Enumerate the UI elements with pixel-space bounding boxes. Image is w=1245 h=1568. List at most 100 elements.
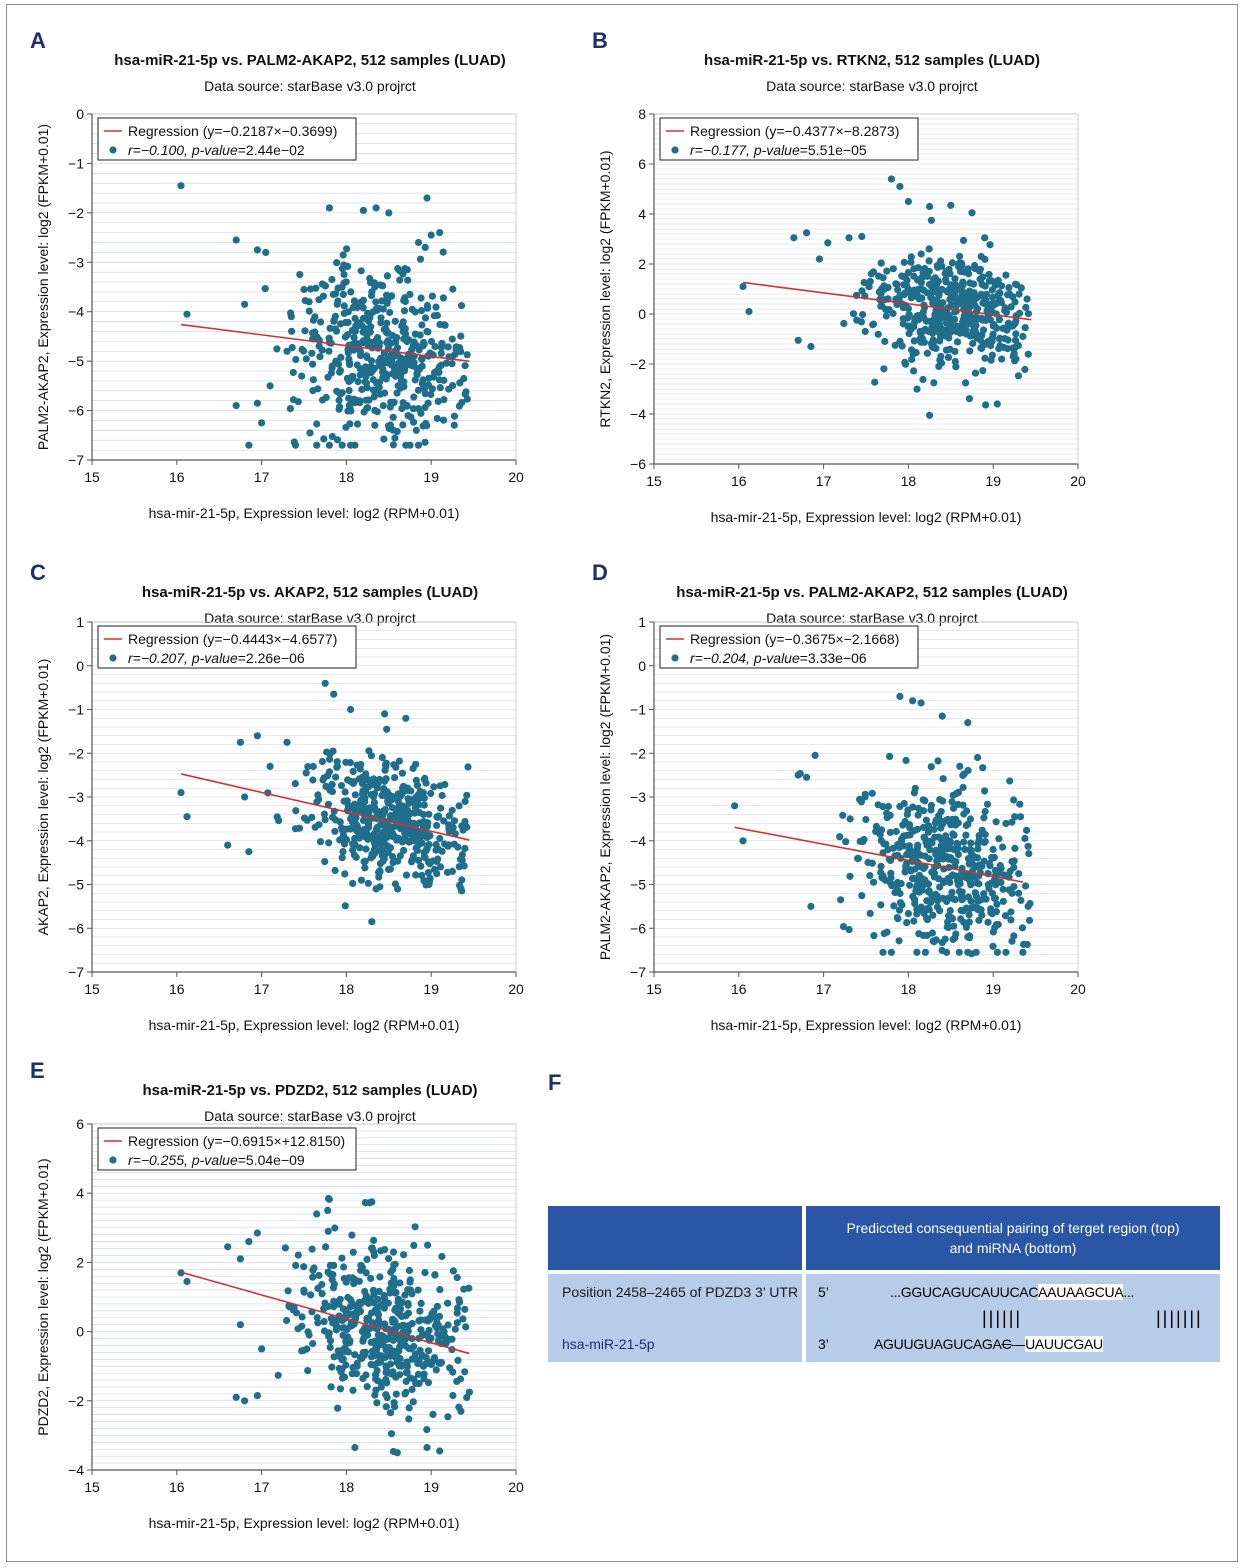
data-point <box>902 360 910 368</box>
data-point <box>933 302 941 310</box>
data-point <box>456 379 464 387</box>
data-point <box>455 802 463 810</box>
x-tick-label: 20 <box>508 1479 524 1495</box>
data-point <box>328 780 336 788</box>
data-point <box>461 1368 469 1376</box>
data-point <box>328 432 336 441</box>
data-point <box>394 1298 402 1306</box>
data-point <box>941 269 949 278</box>
data-point <box>948 888 956 896</box>
data-point <box>363 1255 371 1263</box>
data-point <box>869 320 878 328</box>
data-point <box>355 1308 363 1316</box>
data-point <box>427 231 435 239</box>
y-tick-label: −4 <box>68 1462 84 1478</box>
data-point <box>381 710 389 718</box>
data-point <box>281 1244 289 1252</box>
data-point <box>306 429 314 437</box>
data-point <box>326 1343 334 1351</box>
regression-line <box>180 323 470 363</box>
data-point <box>375 304 383 313</box>
data-point <box>984 918 992 926</box>
x-tick-label: 20 <box>1070 473 1086 489</box>
data-point <box>273 345 281 353</box>
data-point <box>363 1315 371 1323</box>
data-point <box>351 791 359 799</box>
x-tick-label: 17 <box>254 981 270 997</box>
data-point <box>406 1286 415 1294</box>
data-point <box>999 843 1007 851</box>
data-point <box>965 270 973 278</box>
data-point <box>454 843 462 851</box>
data-point <box>353 420 362 428</box>
y-tick-label: −1 <box>68 702 84 718</box>
data-point <box>1012 317 1020 325</box>
data-point <box>731 802 739 810</box>
legend-point-swatch <box>109 146 117 154</box>
data-point <box>916 327 924 335</box>
data-point <box>396 276 404 284</box>
data-point <box>943 845 951 853</box>
data-point <box>351 314 359 322</box>
data-point <box>880 282 888 290</box>
data-points <box>177 679 472 926</box>
x-tick-label: 17 <box>816 981 832 997</box>
data-point <box>322 782 330 790</box>
data-point <box>339 251 347 259</box>
data-point <box>338 389 346 397</box>
data-point <box>921 264 929 273</box>
data-point <box>896 899 905 907</box>
data-point <box>364 879 372 887</box>
data-point <box>866 872 874 880</box>
data-point <box>339 290 347 299</box>
data-point <box>450 412 459 420</box>
y-tick-label: −2 <box>68 1393 84 1409</box>
data-point <box>923 916 931 924</box>
data-point <box>420 1370 428 1378</box>
data-point <box>406 1374 414 1382</box>
data-point <box>991 281 999 289</box>
data-point <box>807 342 815 351</box>
data-point <box>420 338 428 347</box>
data-point <box>404 276 412 284</box>
data-point <box>917 699 925 707</box>
data-point <box>318 1290 326 1298</box>
data-point <box>959 894 968 902</box>
mirna-sequence: AGUUGUAGUCAGAC—UAUUCGAU <box>874 1336 1103 1352</box>
data-point <box>355 1298 363 1306</box>
data-point <box>449 1267 457 1275</box>
data-point <box>463 1393 471 1402</box>
data-point <box>431 1271 439 1279</box>
data-point <box>415 833 423 841</box>
data-point <box>908 355 916 363</box>
x-tick-label: 16 <box>731 473 747 489</box>
data-point <box>395 757 403 765</box>
data-point <box>893 914 901 922</box>
data-point <box>362 1371 370 1379</box>
data-point <box>936 356 944 364</box>
data-point <box>965 911 973 919</box>
data-point <box>894 295 902 303</box>
data-point <box>997 865 1005 873</box>
data-point <box>980 895 988 903</box>
data-point <box>1024 310 1032 318</box>
data-point <box>962 873 970 881</box>
data-point <box>936 907 944 915</box>
data-point <box>362 783 370 791</box>
data-point <box>369 376 377 384</box>
data-point <box>951 275 959 283</box>
data-point <box>389 1283 397 1291</box>
data-point <box>387 398 395 406</box>
y-tick-label: 4 <box>76 1185 84 1201</box>
table-row-labels: Position 2458–2465 of PDZD3 3’ UTR hsa-m… <box>548 1274 802 1362</box>
data-point <box>309 387 317 395</box>
data-point <box>974 845 982 853</box>
data-point <box>1008 818 1016 826</box>
data-point <box>393 389 401 397</box>
data-point <box>877 826 886 834</box>
data-point <box>971 369 980 377</box>
data-point <box>410 418 418 426</box>
data-point <box>258 1345 266 1353</box>
data-point <box>982 401 990 409</box>
data-point <box>288 327 296 335</box>
